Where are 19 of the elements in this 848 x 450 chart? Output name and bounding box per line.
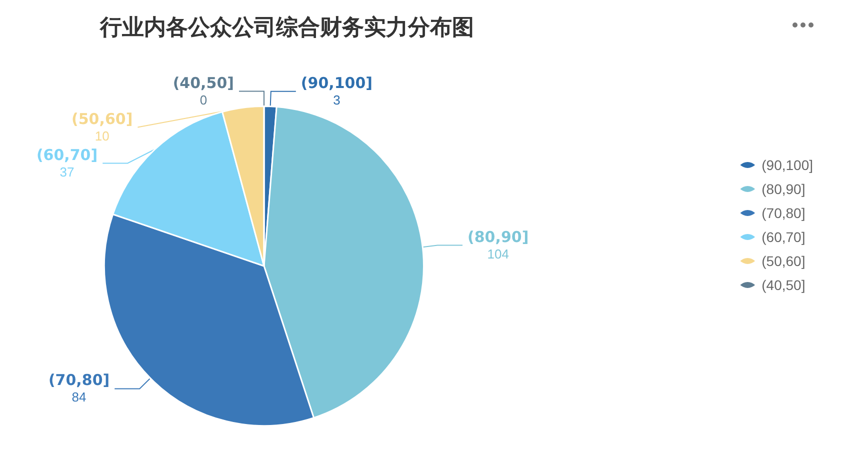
slice-label: (90,100]: [300, 74, 373, 92]
data-label: 3: [333, 92, 340, 108]
legend-label: (90,100]: [762, 157, 814, 173]
slice-label: (70,80]: [48, 371, 110, 390]
data-label: 37: [60, 164, 74, 180]
legend-label: (70,80]: [762, 205, 806, 221]
slice-label: (60,70]: [36, 146, 98, 164]
data-label: 104: [487, 246, 509, 262]
text: 0: [200, 92, 208, 108]
legend-label: (40,50]: [762, 277, 806, 293]
data-label: 10: [94, 128, 110, 144]
legend-label: (80,90]: [762, 181, 806, 197]
category-label: (40,50]: [172, 74, 234, 92]
chart-title: 行业内各公众公司综合财务实力分布图: [99, 14, 474, 40]
slice-label: (80,90]: [468, 228, 529, 246]
data-label: 84: [72, 390, 86, 405]
legend-label: (50,60]: [762, 253, 806, 269]
legend-label: (60,70]: [762, 229, 806, 245]
slice-label: (50,60]: [72, 110, 133, 128]
